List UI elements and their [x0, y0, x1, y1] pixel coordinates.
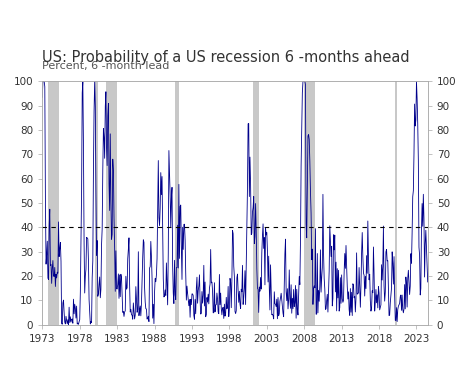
Bar	[106, 81, 117, 325]
Bar	[174, 81, 179, 325]
Bar	[253, 81, 258, 325]
Text: US: Probability of a US recession 6 -months ahead: US: Probability of a US recession 6 -mon…	[42, 50, 410, 65]
Text: Percent, 6 -month lead: Percent, 6 -month lead	[42, 61, 170, 72]
Bar	[304, 81, 315, 325]
Bar	[395, 81, 397, 325]
Bar	[94, 81, 98, 325]
Bar	[48, 81, 59, 325]
